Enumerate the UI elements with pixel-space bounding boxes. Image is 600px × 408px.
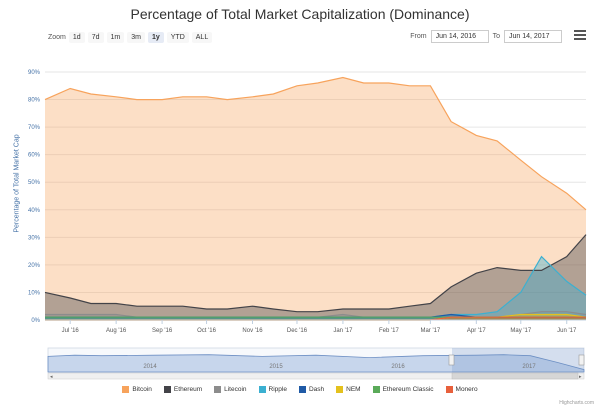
chart-title: Percentage of Total Market Capitalizatio… <box>130 6 470 22</box>
legend-label: Ripple <box>268 386 287 393</box>
x-tick-label: Oct '16 <box>197 328 216 334</box>
scroll-left-arrow-icon[interactable]: ◂ <box>50 374 53 380</box>
date-range: From To <box>410 30 562 43</box>
credits: Highcharts.com <box>559 400 594 406</box>
series-line-ethereum <box>44 234 587 313</box>
legend-item-monero[interactable]: Monero <box>445 386 478 393</box>
zoom-button-3m[interactable]: 3m <box>127 32 145 43</box>
y-tick-label: 0% <box>31 318 40 324</box>
to-date-input[interactable] <box>504 30 562 43</box>
series-area-ethereum-classic <box>45 317 586 320</box>
x-tick-label: May '17 <box>510 328 531 334</box>
legend-label: NEM <box>346 386 361 393</box>
legend-swatch <box>258 386 266 393</box>
scrollbar-track <box>47 372 585 380</box>
navigator-label: 2014 <box>143 364 157 370</box>
legend-item-nem[interactable]: NEM <box>336 386 361 393</box>
navigator-handle-right[interactable] <box>578 354 585 366</box>
legend-label: Bitcoin <box>132 386 152 393</box>
legend-swatch <box>122 386 130 393</box>
y-tick-label: 60% <box>28 153 41 159</box>
legend-item-litecoin[interactable]: Litecoin <box>214 386 247 393</box>
x-tick-label: Nov '16 <box>242 328 263 334</box>
legend-item-ethereum[interactable]: Ethereum <box>163 386 203 393</box>
legend-swatch <box>336 386 344 393</box>
legend-swatch <box>298 386 306 393</box>
zoom-button-1m[interactable]: 1m <box>106 32 125 43</box>
y-tick-label: 70% <box>28 125 41 131</box>
zoom-controls: Zoom 1d 7d 1m 3m 1y YTD ALL <box>48 32 213 43</box>
hamburger-menu-icon[interactable] <box>574 30 586 40</box>
zoom-button-ytd[interactable]: YTD <box>166 32 189 43</box>
legend-label: Litecoin <box>224 386 247 393</box>
series-area-litecoin <box>45 311 586 320</box>
x-tick-label: Aug '16 <box>106 328 127 334</box>
legend-label: Ethereum Classic <box>382 386 434 393</box>
y-tick-label: 90% <box>28 70 41 76</box>
x-tick-label: Jul '16 <box>62 328 80 334</box>
zoom-button-7d[interactable]: 7d <box>87 32 104 43</box>
legend-label: Dash <box>308 386 325 393</box>
legend: Bitcoin Ethereum Litecoin Ripple Dash NEM Ethe… <box>0 386 600 393</box>
series-area-ripple <box>45 256 586 320</box>
x-tick-label: Feb '17 <box>379 328 399 334</box>
y-tick-label: 30% <box>28 235 41 241</box>
zoom-button-all[interactable]: ALL <box>191 32 213 43</box>
legend-label: Monero <box>455 386 478 393</box>
y-tick-label: 40% <box>28 208 41 214</box>
legend-label: Ethereum <box>173 386 203 393</box>
scrollbar-thumb[interactable] <box>451 372 579 380</box>
y-tick-label: 20% <box>28 263 41 269</box>
x-tick-label: Jun '17 <box>557 328 577 334</box>
legend-swatch <box>163 386 171 393</box>
navigator-handle-left[interactable] <box>448 354 455 366</box>
to-label: To <box>492 33 500 40</box>
x-tick-label: Dec '16 <box>287 328 308 334</box>
series-area-bitcoin <box>45 77 586 320</box>
x-tick-label: Apr '17 <box>467 328 486 334</box>
scroll-right-arrow-icon[interactable]: ▸ <box>579 374 582 380</box>
series-area-ethereum <box>45 234 586 320</box>
from-label: From <box>410 33 427 40</box>
zoom-button-1y[interactable]: 1y <box>147 32 164 43</box>
legend-item-bitcoin[interactable]: Bitcoin <box>122 386 152 393</box>
zoom-button-1d[interactable]: 1d <box>68 32 85 43</box>
y-tick-label: 10% <box>28 290 41 296</box>
series-area-nem <box>45 314 586 320</box>
zoom-label: Zoom <box>48 34 66 41</box>
legend-item-ethereum-classic[interactable]: Ethereum Classic <box>372 386 434 393</box>
legend-item-dash[interactable]: Dash <box>298 386 325 393</box>
legend-swatch <box>214 386 222 393</box>
x-tick-label: Mar '17 <box>420 328 440 334</box>
y-tick-label: 80% <box>28 98 41 104</box>
x-tick-label: Jan '17 <box>333 328 353 334</box>
series-line-bitcoin <box>44 76 587 211</box>
navigator-label: 2015 <box>269 364 283 370</box>
navigator-label: 2017 <box>522 364 536 370</box>
legend-item-ripple[interactable]: Ripple <box>258 386 287 393</box>
legend-swatch <box>372 386 380 393</box>
navigator-label: 2016 <box>391 364 405 370</box>
legend-swatch <box>445 386 453 393</box>
series-area-monero <box>45 317 586 320</box>
navigator-selection <box>452 348 584 372</box>
x-tick-label: Sep '16 <box>152 328 173 334</box>
from-date-input[interactable] <box>430 30 489 43</box>
y-tick-label: 50% <box>28 180 41 186</box>
zoom-buttons: 1d 7d 1m 3m 1y YTD ALL <box>68 32 213 43</box>
